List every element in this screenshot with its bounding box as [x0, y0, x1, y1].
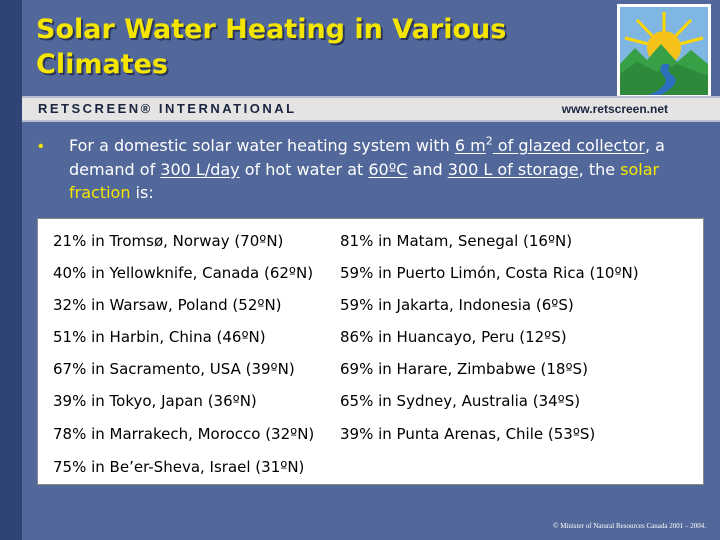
result-item: 59% in Puerto Limón, Costa Rica (10ºN)	[340, 264, 639, 282]
website-link[interactable]: www.retscreen.net	[561, 102, 668, 116]
result-item: 67% in Sacramento, USA (39ºN)	[53, 360, 295, 378]
copyright-footer: © Minister of Natural Resources Canada 2…	[553, 522, 706, 530]
result-item: 32% in Warsaw, Poland (52ºN)	[53, 296, 282, 314]
sun-over-mountains-and-river-logo	[617, 4, 711, 98]
intro-text: For a domestic solar water heating syste…	[69, 134, 665, 203]
result-item: 39% in Tokyo, Japan (36ºN)	[53, 392, 257, 410]
intro-bullet: • For a domestic solar water heating sys…	[38, 134, 688, 205]
result-item: 75% in Be’er-Sheva, Israel (31ºN)	[53, 458, 305, 476]
result-item: 39% in Punta Arenas, Chile (53ºS)	[340, 425, 596, 443]
result-item: 21% in Tromsø, Norway (70ºN)	[53, 232, 284, 250]
result-item: 40% in Yellowknife, Canada (62ºN)	[53, 264, 314, 282]
result-item: 69% in Harare, Zimbabwe (18ºS)	[340, 360, 588, 378]
solar-fraction-highlight: solar fraction	[69, 159, 660, 203]
result-item: 59% in Jakarta, Indonesia (6ºS)	[340, 296, 574, 314]
bullet-icon: •	[38, 138, 44, 155]
result-item: 65% in Sydney, Australia (34ºS)	[340, 392, 581, 410]
result-item: 81% in Matam, Senegal (16ºN)	[340, 232, 573, 250]
left-accent-strip	[0, 0, 22, 540]
results-panel: 21% in Tromsø, Norway (70ºN) 40% in Yell…	[37, 218, 704, 485]
result-item: 86% in Huancayo, Peru (12ºS)	[340, 328, 567, 346]
retscreen-brand: RETSCREEN® INTERNATIONAL	[38, 101, 297, 116]
result-item: 51% in Harbin, China (46ºN)	[53, 328, 266, 346]
header-band: RETSCREEN® INTERNATIONAL www.retscreen.n…	[22, 96, 720, 122]
result-item: 78% in Marrakech, Morocco (32ºN)	[53, 425, 315, 443]
page-title: Solar Water Heating in Various Climates	[36, 14, 507, 80]
